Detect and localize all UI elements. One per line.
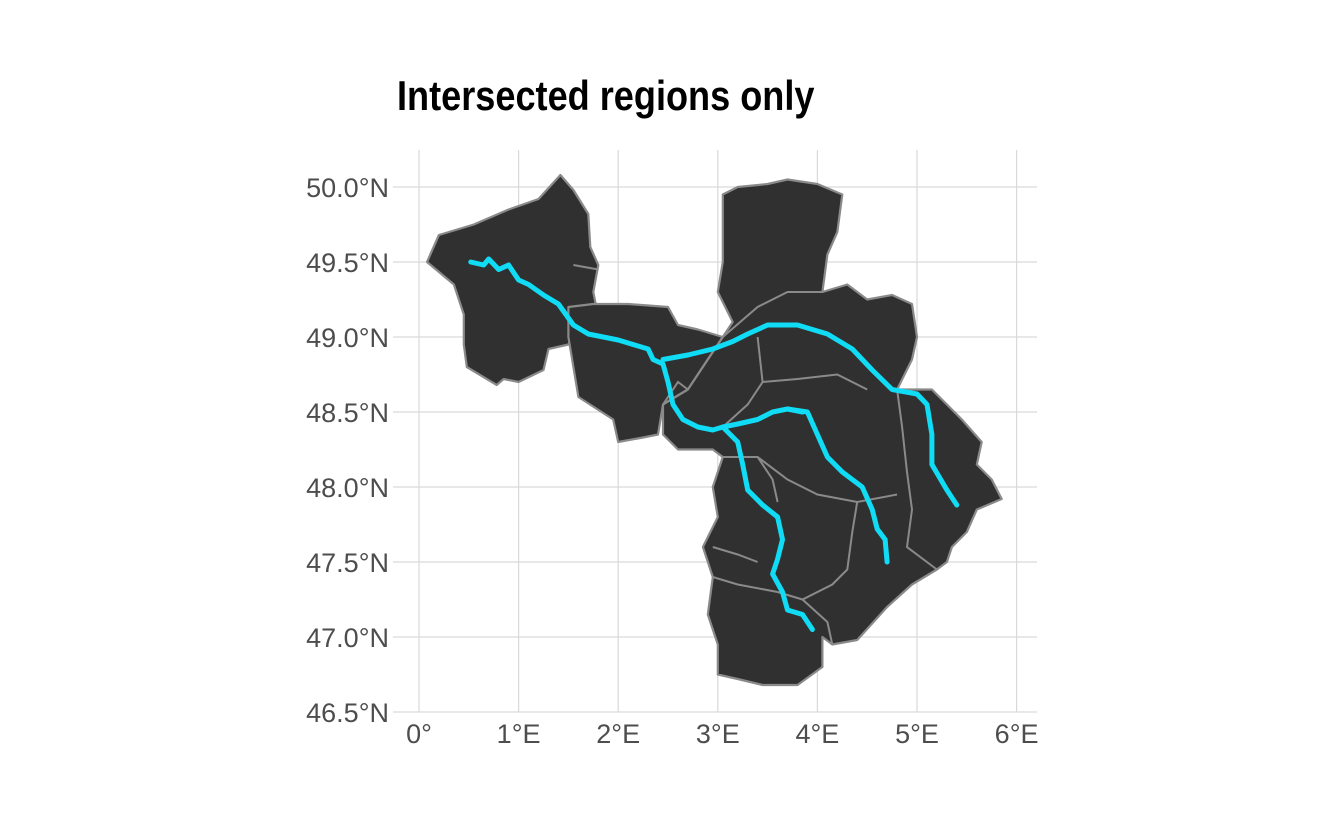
river-yonne	[720, 424, 815, 632]
region-boundary	[712, 546, 758, 563]
x-tick-label: 2°E	[596, 719, 640, 749]
axis-labels: 0° 1°E 2°E 3°E 4°E 5°E 6°E 50.0°N 49.5°N 49.0°N 48…	[306, 173, 1038, 749]
region-boundary	[573, 264, 599, 271]
region-boundary	[722, 291, 823, 338]
river-main-seine	[468, 256, 805, 433]
x-tick-label: 4°E	[795, 719, 839, 749]
y-tick-label: 48.0°N	[306, 473, 389, 503]
region-boundary	[722, 336, 764, 428]
y-tick-label: 49.0°N	[306, 323, 389, 353]
region-boundary	[756, 456, 779, 503]
region-boundary	[896, 389, 938, 571]
river-aube	[785, 406, 890, 565]
regions-layer	[425, 173, 1003, 687]
y-tick-label: 46.5°N	[306, 698, 389, 728]
x-tick-label: 6°E	[995, 719, 1039, 749]
y-tick-label: 50.0°N	[306, 173, 389, 203]
y-tick-label: 48.5°N	[306, 398, 389, 428]
river-marne	[660, 322, 960, 508]
y-tick-label: 47.5°N	[306, 548, 389, 578]
region-boundary	[777, 501, 859, 601]
region-boundary	[722, 456, 898, 504]
region-boundary	[762, 373, 868, 391]
x-tick-label: 5°E	[895, 719, 939, 749]
region-boundary	[801, 598, 834, 645]
x-tick-label: 0°	[406, 719, 432, 749]
map-title: Intersected regions only	[397, 72, 815, 119]
y-tick-label: 49.5°N	[306, 248, 389, 278]
region-boundary	[662, 380, 689, 406]
x-tick-label: 3°E	[696, 719, 740, 749]
region-boundary	[712, 576, 778, 593]
x-tick-label: 1°E	[497, 719, 541, 749]
rivers-layer	[468, 256, 960, 632]
y-tick-label: 47.0°N	[306, 623, 389, 653]
